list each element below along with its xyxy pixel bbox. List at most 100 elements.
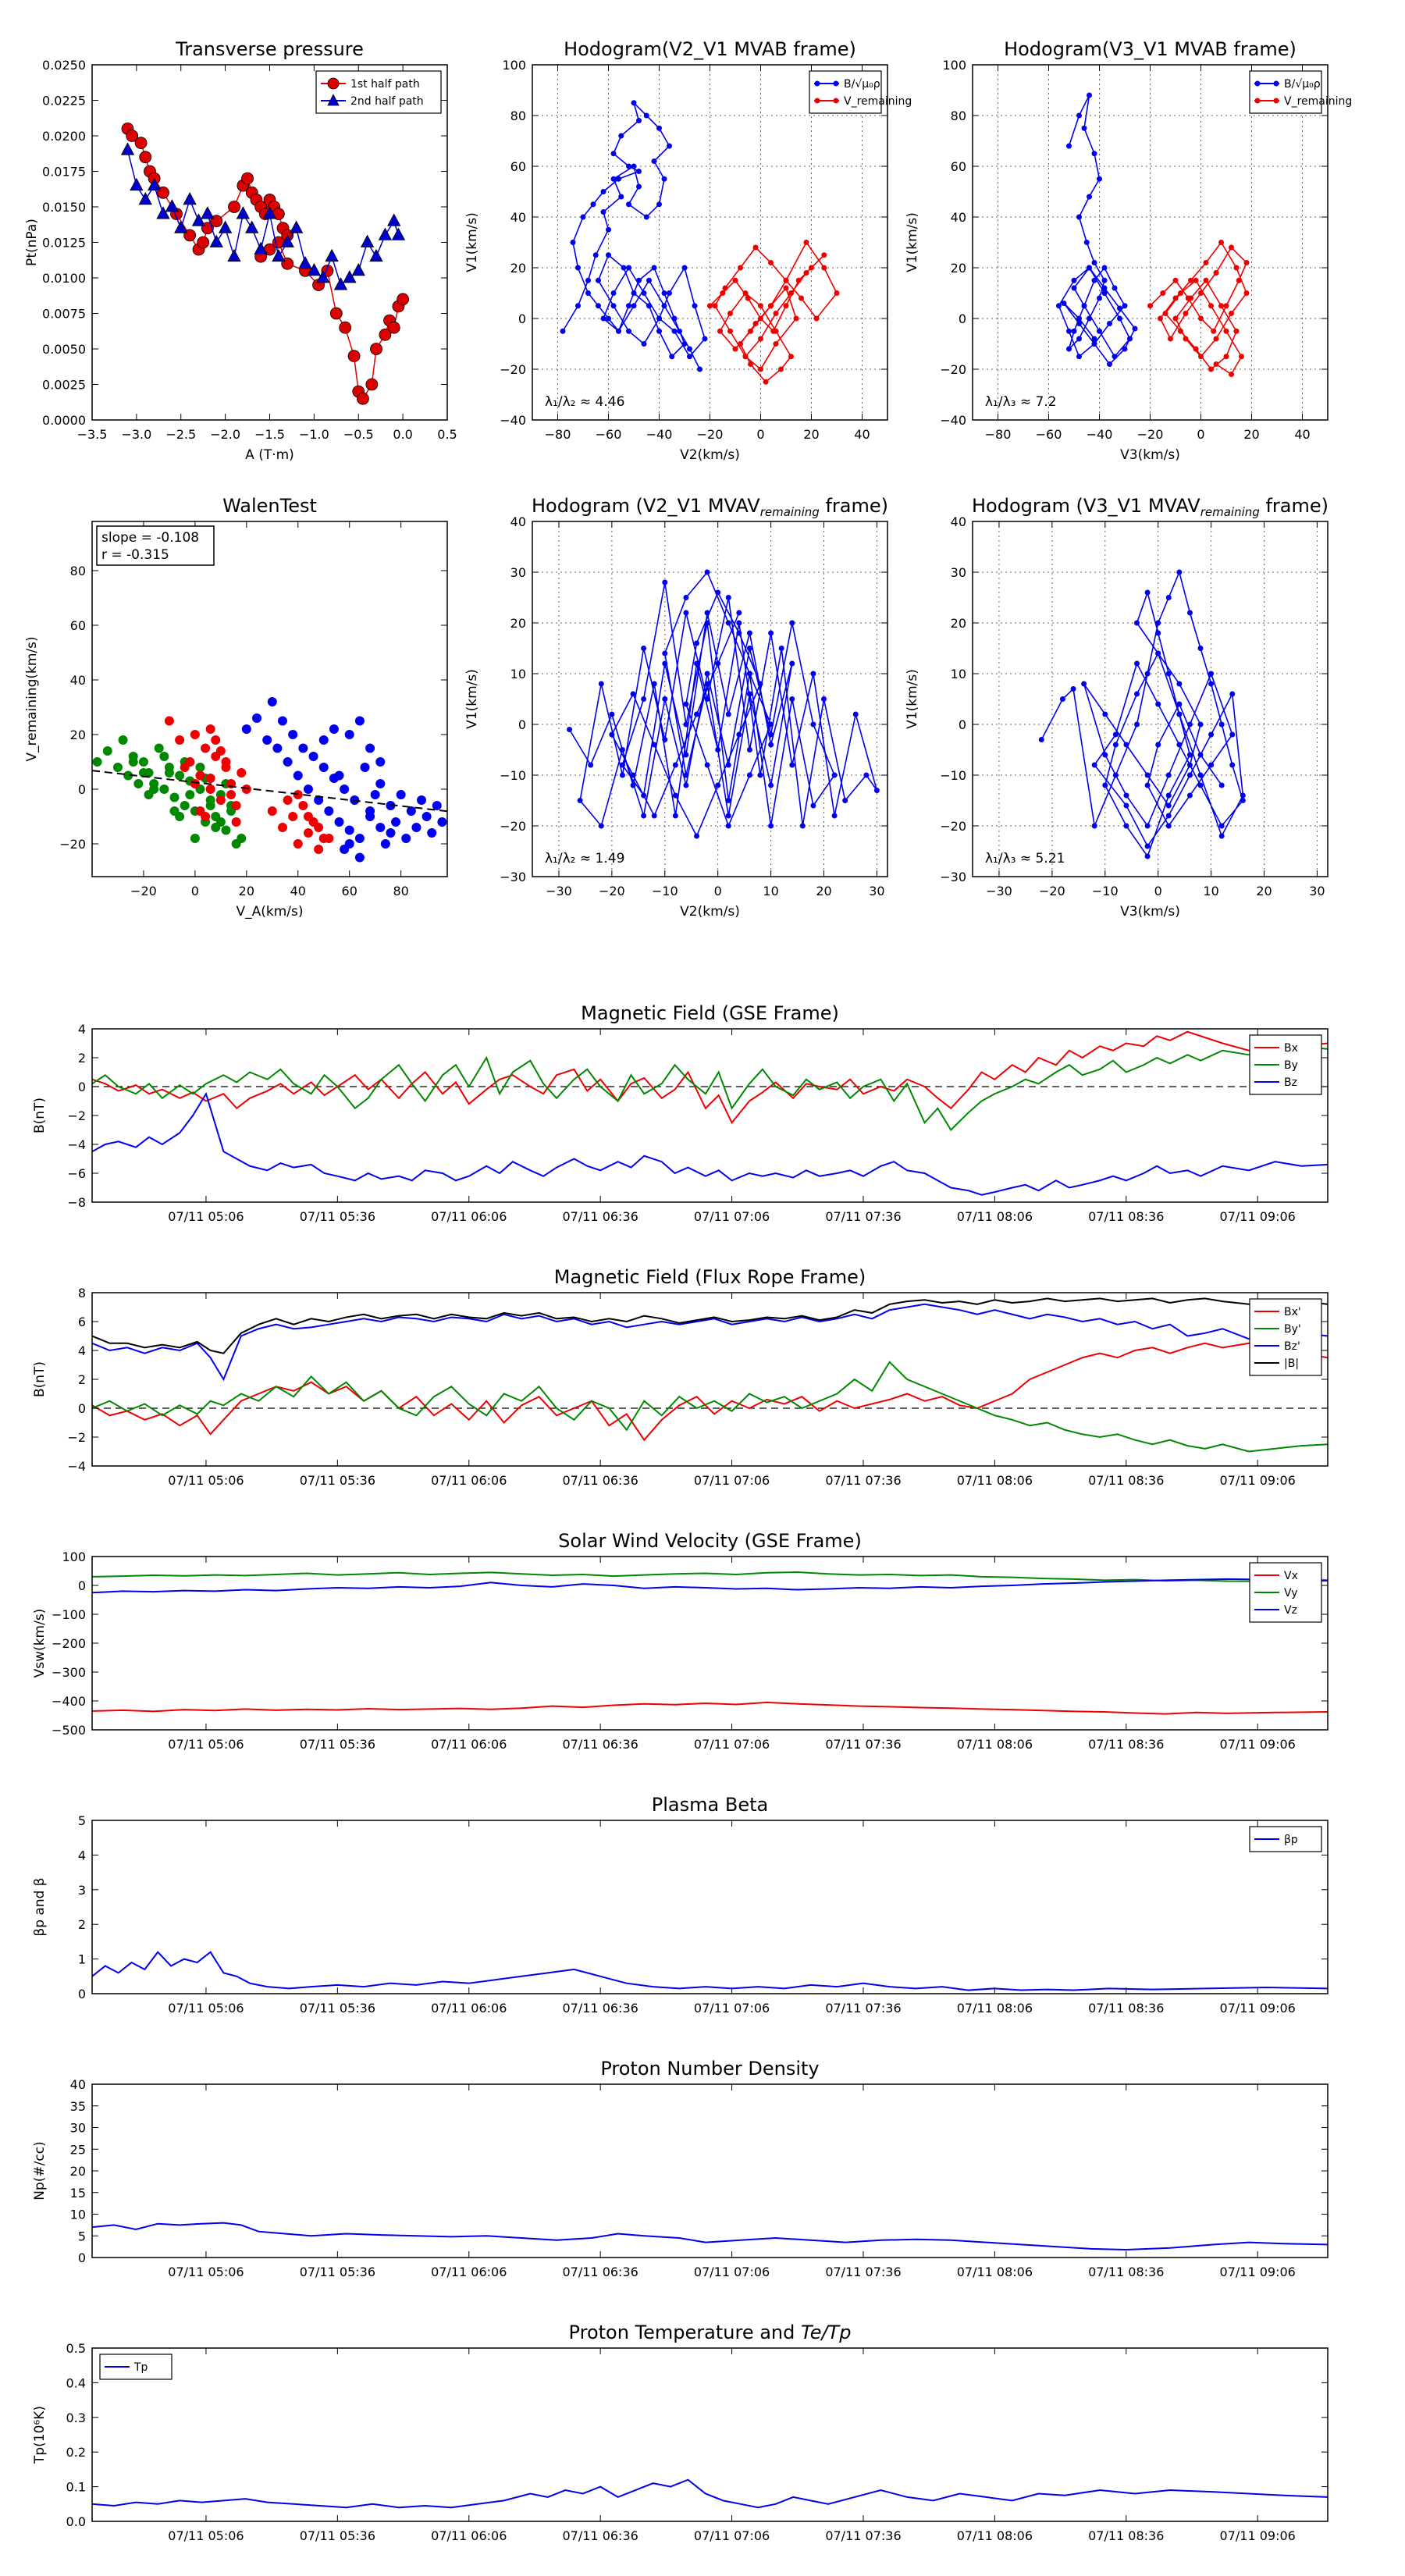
x-tick-label: 07/11 05:06 [168,2265,244,2279]
data-point [626,265,631,271]
chart-title: WalenTest [222,495,317,517]
data-point [128,757,138,767]
data-point [788,290,794,296]
data-point [661,176,667,182]
data-point [773,328,779,334]
data-point-triangle [289,220,304,233]
y-tick-label: 20 [70,728,86,742]
chart-title: Proton Number Density [600,2058,819,2080]
data-point [267,697,277,706]
x-tick-label: 07/11 05:06 [168,1737,244,1752]
data-point [768,260,774,265]
data-point [745,295,751,301]
series-line-0 [1040,570,1244,858]
data-point [1066,143,1072,149]
data-point [427,828,437,838]
data-point [1240,792,1246,799]
y-axis-label: V1(km/s) [905,212,920,272]
x-tick-label: −80 [985,427,1012,442]
data-point-triangle [369,248,383,262]
y-tick-label: 20 [510,616,526,631]
y-tick-label: −4 [67,1459,86,1474]
data-point [175,812,185,821]
data-point [570,240,576,245]
data-point [1081,681,1087,687]
series-line-1 [92,1361,1328,1453]
data-point [813,315,820,322]
data-point [616,176,621,182]
data-point [1070,686,1076,692]
data-point [1144,772,1151,778]
data-point-triangle [298,255,312,269]
data-point [636,183,642,190]
x-tick-label: 07/11 07:36 [825,1737,901,1752]
series-line-2 [92,1303,1328,1382]
plot-area [92,1571,1328,1715]
data-point [314,823,324,832]
y-tick-label: 0.3 [66,2411,86,2425]
data-point-triangle [138,192,152,205]
data-point [1229,731,1236,738]
data-point [1076,112,1082,119]
data-point [1107,321,1112,326]
series-line-0 [92,1951,1328,1991]
x-tick-label: −2.5 [165,427,196,442]
x-tick-label: 07/11 05:36 [300,2528,375,2543]
x-tick-label: 10 [763,884,778,898]
data-point [1097,176,1102,182]
legend-label: Tp [133,2361,148,2374]
data-point [190,730,200,739]
legend-label: 2nd half path [350,95,424,108]
chart-hodogram-v2-v1-mvab: −80 −60 −40 −20 0 20 40 −40 −20 0 20 40 60 80 100 Hodog… [464,38,912,463]
series-line-1 [92,1571,1328,1582]
data-point [687,346,692,352]
y-tick-label: 2 [78,1051,86,1066]
data-point [610,151,617,157]
plot-frame [91,2347,1329,2522]
y-tick-label: 0.0175 [42,165,86,180]
data-point [283,757,293,767]
data-point-circle [397,293,410,306]
x-tick-label: 07/11 06:06 [431,1473,507,1488]
data-point [1193,277,1199,283]
plot-area [92,1297,1328,1453]
data-point [1071,328,1077,334]
y-tick-label: 40 [70,673,86,688]
data-point [799,823,806,829]
data-point [1213,270,1219,276]
plot-area [92,2478,1328,2509]
x-tick-label: 30 [1309,884,1325,898]
data-point [1158,315,1163,322]
data-point [1211,328,1217,334]
data-point [746,630,752,636]
data-point [1071,277,1077,283]
data-point [102,746,112,756]
x-tick-label: 0.5 [437,427,457,442]
y-tick-label: −20 [500,362,526,377]
y-tick-label: −10 [500,768,526,783]
data-point [185,790,195,799]
data-point [636,277,642,283]
data-point-triangle [262,206,277,219]
data-point [354,834,365,843]
x-tick-label: 07/11 08:36 [1088,2265,1164,2279]
data-point [365,806,375,816]
chart-proton-temperature: 07/11 05:06 07/11 05:36 07/11 06:06 07/11 0… [32,2322,1329,2543]
data-point [1229,311,1234,316]
legend: βp [1249,1826,1322,1852]
y-tick-label: 80 [70,564,86,578]
data-point [736,610,742,616]
data-point [1059,696,1065,702]
legend-marker [327,77,340,90]
data-point [789,620,795,626]
data-point-triangle [209,234,223,247]
data-point [610,176,617,182]
x-tick-label: 07/11 06:36 [563,1209,638,1224]
data-point [1102,752,1108,758]
data-point [746,671,752,677]
data-point-triangle [120,142,135,155]
data-point [810,671,816,677]
y-tick-label: 80 [510,109,526,123]
data-point [1123,792,1129,799]
